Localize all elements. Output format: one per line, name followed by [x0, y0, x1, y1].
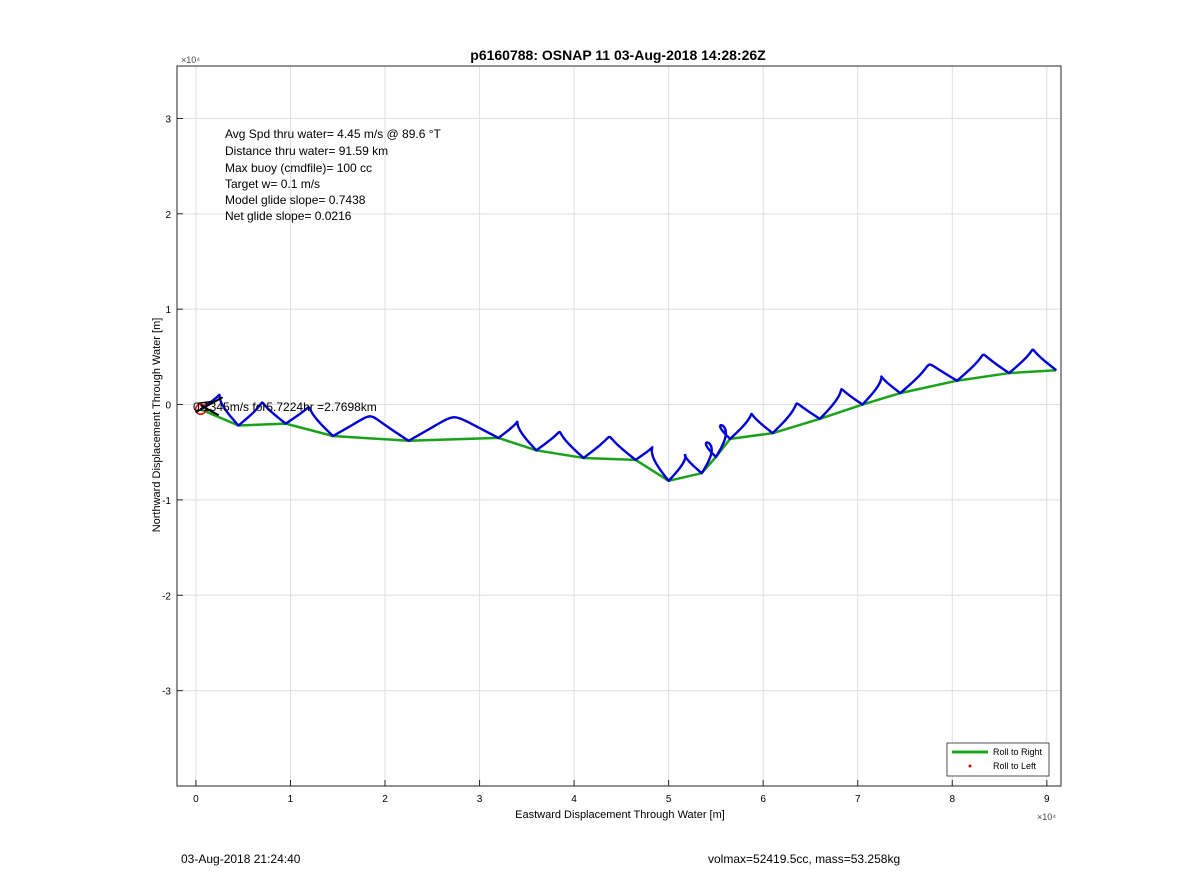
- legend-swatch-roll-left: [968, 764, 972, 768]
- series-line-track: [199, 348, 1058, 483]
- x-tick-label: 5: [666, 794, 672, 805]
- series-line-roll-right: [200, 368, 1057, 483]
- plot-area: [176, 65, 1062, 787]
- legend-box: [946, 742, 1050, 777]
- y-tick-label: -1: [162, 496, 171, 507]
- start-circle: [194, 403, 207, 416]
- legend-label-roll-right: Roll to Right: [993, 747, 1043, 757]
- stat-max-buoy: Max buoy (cmdfile)= 100 cc: [225, 161, 372, 175]
- series-layer: [199, 348, 1058, 483]
- x-tick-label: 0: [193, 794, 199, 805]
- y-tick-label: 1: [165, 305, 171, 316]
- x-tick-label: 9: [1044, 794, 1050, 805]
- chart-title: p6160788: OSNAP 11 03-Aug-2018 14:28:26Z: [470, 47, 766, 63]
- x-tick-label: 8: [949, 794, 955, 805]
- stat-avg-speed: Avg Spd thru water= 4.45 m/s @ 89.6 °T: [225, 127, 442, 141]
- stats-annotations: Avg Spd thru water= 4.45 m/s @ 89.6 °T D…: [225, 127, 442, 223]
- x-tick-label: 1: [288, 794, 294, 805]
- x-tick-label: 3: [477, 794, 483, 805]
- stat-target-w: Target w= 0.1 m/s: [225, 177, 320, 191]
- y-axis-label: Northward Displacement Through Water [m]: [151, 318, 163, 533]
- axis-ticks: 0 1 2 3 4 5 6 7 8 9 -3 -2 -1 0 1 2 3: [162, 114, 1050, 805]
- legend-label-roll-left: Roll to Left: [993, 761, 1037, 771]
- footer-timestamp: 03-Aug-2018 21:24:40: [181, 852, 301, 866]
- current-vector: [195, 396, 224, 414]
- start-marker: [194, 396, 224, 417]
- y-multiplier-label: ×10⁴: [181, 55, 200, 65]
- x-tick-label: 2: [382, 794, 388, 805]
- stat-model-glide-slope: Model glide slope= 0.7438: [225, 193, 366, 207]
- legend: Roll to Right Roll to Left: [946, 742, 1050, 777]
- depth-avg-vector: [200, 404, 220, 417]
- stat-net-glide-slope: Net glide slope= 0.0216: [225, 209, 352, 223]
- x-tick-label: 7: [855, 794, 861, 805]
- grid-lines: [177, 66, 1061, 786]
- y-tick-label: 3: [165, 114, 171, 125]
- y-tick-label: -3: [162, 687, 171, 698]
- current-annotation: 0.1345m/s for5.7224hr =2.7698km: [193, 400, 377, 414]
- x-tick-label: 6: [760, 794, 766, 805]
- footer-summary: volmax=52419.5cc, mass=53.258kg: [708, 852, 901, 866]
- y-tick-label: 0: [165, 401, 171, 412]
- y-tick-label: 2: [165, 210, 171, 221]
- x-axis-label: Eastward Displacement Through Water [m]: [515, 809, 725, 821]
- heading-vector: [197, 400, 213, 405]
- y-tick-label: -2: [162, 591, 171, 602]
- x-multiplier-label: ×10⁴: [1037, 812, 1056, 822]
- x-tick-label: 4: [571, 794, 577, 805]
- stat-distance: Distance thru water= 91.59 km: [225, 144, 388, 158]
